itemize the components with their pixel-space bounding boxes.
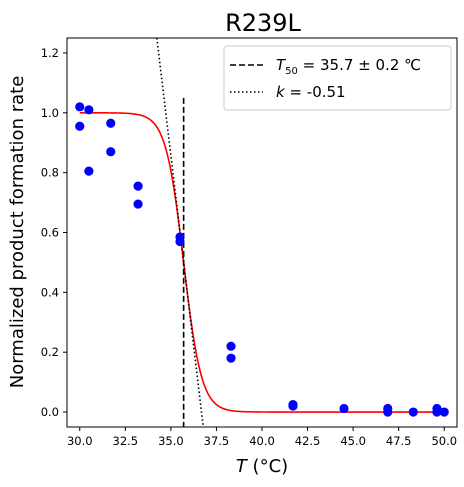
y-axis-label: Normalized product formation rate (7, 76, 28, 389)
y-tick-label: 0.2 (41, 345, 59, 359)
data-point (75, 102, 85, 112)
x-tick-label: 50.0 (431, 434, 457, 448)
data-point (84, 166, 94, 176)
y-tick-label: 0.4 (41, 285, 59, 299)
data-point (226, 353, 236, 363)
x-axis-label: T (°C) (236, 456, 288, 477)
y-tick-label: 1.2 (41, 46, 59, 60)
chart-title: R239L (225, 9, 301, 37)
y-axis: 0.0 0.2 0.4 0.6 0.8 1.0 1.2 (41, 46, 67, 419)
legend-box (223, 45, 452, 111)
x-tick-label: 40.0 (249, 434, 275, 448)
data-point (288, 401, 298, 411)
reference-lines (156, 38, 205, 427)
x-tick-label: 30.0 (67, 434, 93, 448)
data-point (439, 407, 449, 417)
y-tick-label: 1.0 (41, 106, 59, 120)
data-point (84, 105, 94, 115)
x-tick-label: 37.5 (204, 434, 230, 448)
data-point (133, 181, 143, 191)
data-point (408, 407, 418, 417)
data-points (75, 102, 449, 417)
data-point (106, 118, 116, 128)
legend: T50 = 35.7 ± 0.2 ℃ k = -0.51 (223, 45, 452, 111)
x-tick-label: 47.5 (386, 434, 412, 448)
data-point (133, 199, 143, 209)
x-tick-label: 32.5 (113, 434, 139, 448)
data-point (339, 403, 349, 414)
slope-tangent-line (156, 38, 205, 427)
data-point (383, 407, 393, 417)
y-tick-label: 0.8 (41, 166, 59, 180)
data-point (175, 236, 185, 247)
x-tick-label: 42.5 (295, 434, 321, 448)
x-tick-label: 45.0 (340, 434, 366, 448)
data-point (75, 121, 85, 131)
legend-label-k: k = -0.51 (276, 83, 346, 101)
x-axis: 30.0 32.5 35.0 37.5 40.0 42.5 45.0 47.5 50.0 (67, 427, 457, 448)
y-tick-label: 0.0 (41, 405, 59, 419)
data-point (226, 341, 236, 351)
x-tick-label: 35.0 (158, 434, 184, 448)
y-tick-label: 0.6 (41, 226, 59, 240)
data-point (106, 147, 116, 157)
data-point (432, 407, 442, 417)
legend-label-t50: T50 = 35.7 ± 0.2 ℃ (276, 56, 421, 77)
